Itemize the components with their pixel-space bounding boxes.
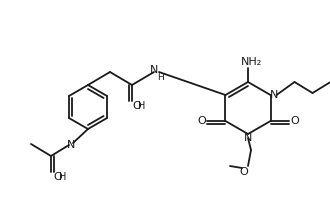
Text: O: O bbox=[133, 101, 141, 111]
Text: N: N bbox=[244, 133, 252, 143]
Text: H: H bbox=[138, 101, 146, 111]
Text: N: N bbox=[270, 90, 279, 100]
Text: O: O bbox=[53, 172, 62, 182]
Text: H: H bbox=[59, 172, 67, 182]
Text: O: O bbox=[290, 116, 299, 126]
Text: H: H bbox=[158, 72, 164, 82]
Text: N: N bbox=[150, 65, 158, 75]
Text: O: O bbox=[240, 167, 248, 177]
Text: N: N bbox=[67, 140, 75, 150]
Text: NH₂: NH₂ bbox=[240, 57, 262, 67]
Text: O: O bbox=[197, 116, 206, 126]
